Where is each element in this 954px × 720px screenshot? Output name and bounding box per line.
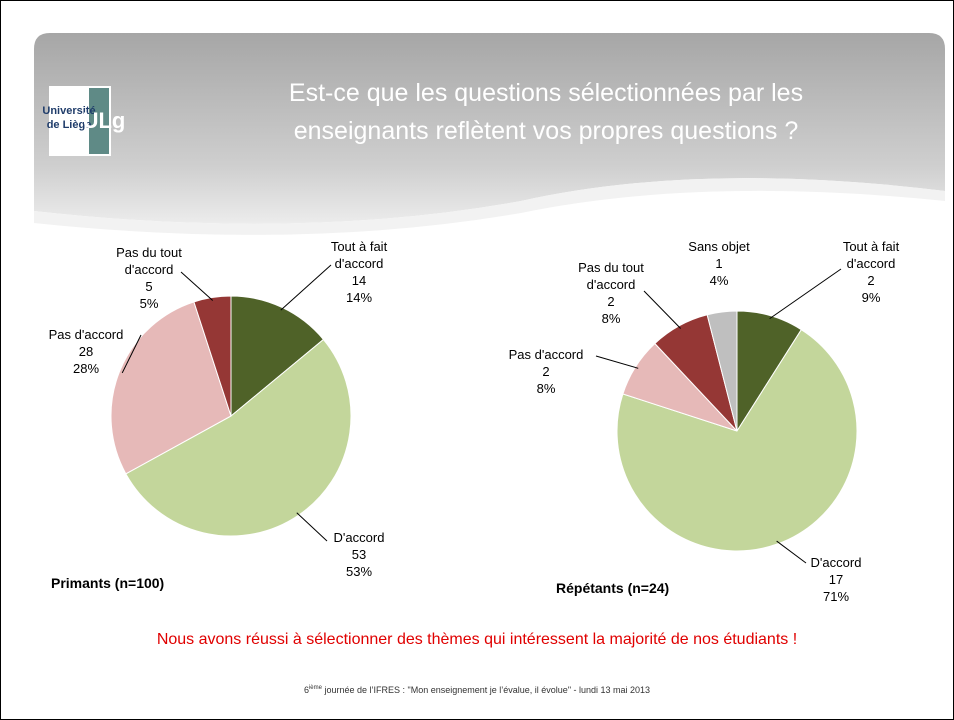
pie-slice xyxy=(230,295,325,418)
pie-slice xyxy=(125,338,352,537)
slice-name: Pas d'accord xyxy=(48,327,124,342)
footer-text: journée de l’IFRES : "Mon enseignement j… xyxy=(324,685,651,695)
chart-title: Primants (n=100) xyxy=(51,575,165,591)
slice-name: D'accord xyxy=(333,530,385,545)
slice-percent: 53% xyxy=(345,564,373,579)
logo-mark: ULg xyxy=(83,108,126,133)
pie-slice xyxy=(616,328,858,552)
pie-slice xyxy=(110,301,232,475)
slice-percent: 8% xyxy=(601,311,621,326)
conclusion: Nous avons réussi à sélectionner des thè… xyxy=(156,631,798,648)
pie-slice xyxy=(706,310,738,432)
slice-count: 53 xyxy=(351,547,367,562)
slice-name: Sans objet xyxy=(688,239,750,254)
slice-label: Tout à fait d'accord 14 14% xyxy=(299,238,419,306)
slide-title: Est-ce que les questions sélectionnées p… xyxy=(288,79,804,107)
slice-percent: 14% xyxy=(345,290,373,305)
header-wave xyxy=(34,178,945,235)
leader-line xyxy=(769,268,842,320)
leader-line xyxy=(643,290,681,329)
logo-bar xyxy=(89,88,109,154)
slice-count: 2 xyxy=(607,294,615,309)
slice-count: 28 xyxy=(78,344,94,359)
slice-name: D'accord xyxy=(810,555,862,570)
slice-count: 5 xyxy=(145,279,153,294)
slice-label: D'accord 17 71% xyxy=(776,554,896,605)
slice-percent: 4% xyxy=(709,273,729,288)
header-band xyxy=(34,33,945,224)
slice-name: Tout à fait d'accord xyxy=(842,239,900,271)
leader-line xyxy=(180,271,214,301)
footer-number: 6 xyxy=(303,685,309,695)
footer: 6ième journée de l’IFRES : "Mon enseigne… xyxy=(1,685,953,695)
chart-title: Répétants (n=24) xyxy=(556,580,670,596)
slice-percent: 9% xyxy=(861,290,881,305)
slice-percent: 71% xyxy=(822,589,850,604)
slice-name: Pas du tout d'accord xyxy=(578,260,644,292)
slice-name: Pas du tout d'accord xyxy=(116,245,182,277)
slice-name: Tout à fait d'accord xyxy=(330,239,388,271)
footer-sup: ième xyxy=(308,685,322,691)
leader-line xyxy=(296,512,328,542)
slice-percent: 8% xyxy=(536,381,556,396)
slice-count: 1 xyxy=(715,256,723,271)
slice-name: Pas d'accord xyxy=(508,347,584,362)
slice-count: 17 xyxy=(828,572,844,587)
leader-line xyxy=(776,540,807,564)
logo-text: Université xyxy=(42,105,95,117)
slice-count: 2 xyxy=(542,364,550,379)
slice-label: Pas du tout d'accord 5 5% xyxy=(89,244,209,312)
leader-line xyxy=(121,334,142,374)
pie-slice xyxy=(193,295,232,417)
logo-text: de Liège xyxy=(47,119,92,131)
leader-line xyxy=(280,264,332,311)
slice-label: Pas du tout d'accord 2 8% xyxy=(551,259,671,327)
slice-count: 2 xyxy=(867,273,875,288)
slice-percent: 5% xyxy=(139,296,159,311)
slice-label: Pas d'accord 2 8% xyxy=(486,346,606,397)
slice-count: 14 xyxy=(351,273,367,288)
slice-label: D'accord 53 53% xyxy=(299,529,419,580)
slice-label: Pas d'accord 28 28% xyxy=(26,326,146,377)
leader-line xyxy=(595,355,639,369)
slice-label: Tout à fait d'accord 2 9% xyxy=(811,238,931,306)
slide-title: enseignants reflètent vos propres questi… xyxy=(293,117,799,145)
slice-percent: 28% xyxy=(72,361,100,376)
slice-label: Sans objet 1 4% xyxy=(659,238,779,289)
